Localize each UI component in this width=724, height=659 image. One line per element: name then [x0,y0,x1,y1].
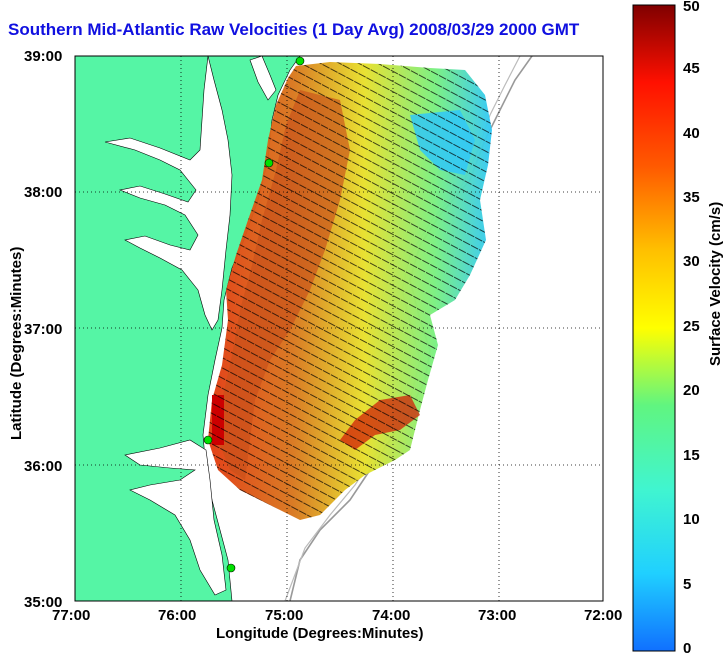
y-tick-label: 38:00 [24,184,63,201]
colorbar-tick-label: 0 [683,640,692,657]
x-axis-label: Longitude (Degrees:Minutes) [216,625,424,642]
y-tick-label: 35:00 [24,594,63,611]
x-tick-label: 76:00 [158,607,197,624]
colorbar-tick-label: 25 [683,318,700,335]
colorbar-tick-label: 40 [683,125,700,142]
x-tick-label: 77:00 [52,607,91,624]
x-tick-label: 72:00 [584,607,623,624]
grid [75,56,603,601]
colorbar-tick-label: 10 [683,511,700,528]
radar-site-marker [203,435,213,445]
velocity-vectors [208,62,492,520]
pamlico-sound [124,439,227,596]
colorbar-tick-label: 30 [683,253,700,270]
x-tick-label: 74:00 [372,607,411,624]
x-tick-label: 73:00 [478,607,517,624]
plot-frame [74,55,604,602]
delaware-bay [249,56,277,101]
radar-site-marker [264,158,274,168]
x-tick-label: 75:00 [265,607,304,624]
colorbar-tick-label: 35 [683,189,700,206]
colorbar-tick-label: 5 [683,576,692,593]
radar-site-marker [226,563,236,573]
colorbar-tick-label: 15 [683,447,700,464]
chesapeake-bay [104,56,233,331]
colorbar-tick-label: 45 [683,60,700,77]
y-tick-label: 37:00 [24,321,63,338]
radar-site-marker [295,56,305,66]
y-tick-label: 36:00 [24,458,63,475]
colorbar [632,4,676,652]
colorbar-tick-label: 50 [683,0,700,15]
y-tick-label: 39:00 [24,48,63,65]
colorbar-tick-label: 20 [683,382,700,399]
map-title: Southern Mid-Atlantic Raw Velocities (1 … [8,20,580,39]
